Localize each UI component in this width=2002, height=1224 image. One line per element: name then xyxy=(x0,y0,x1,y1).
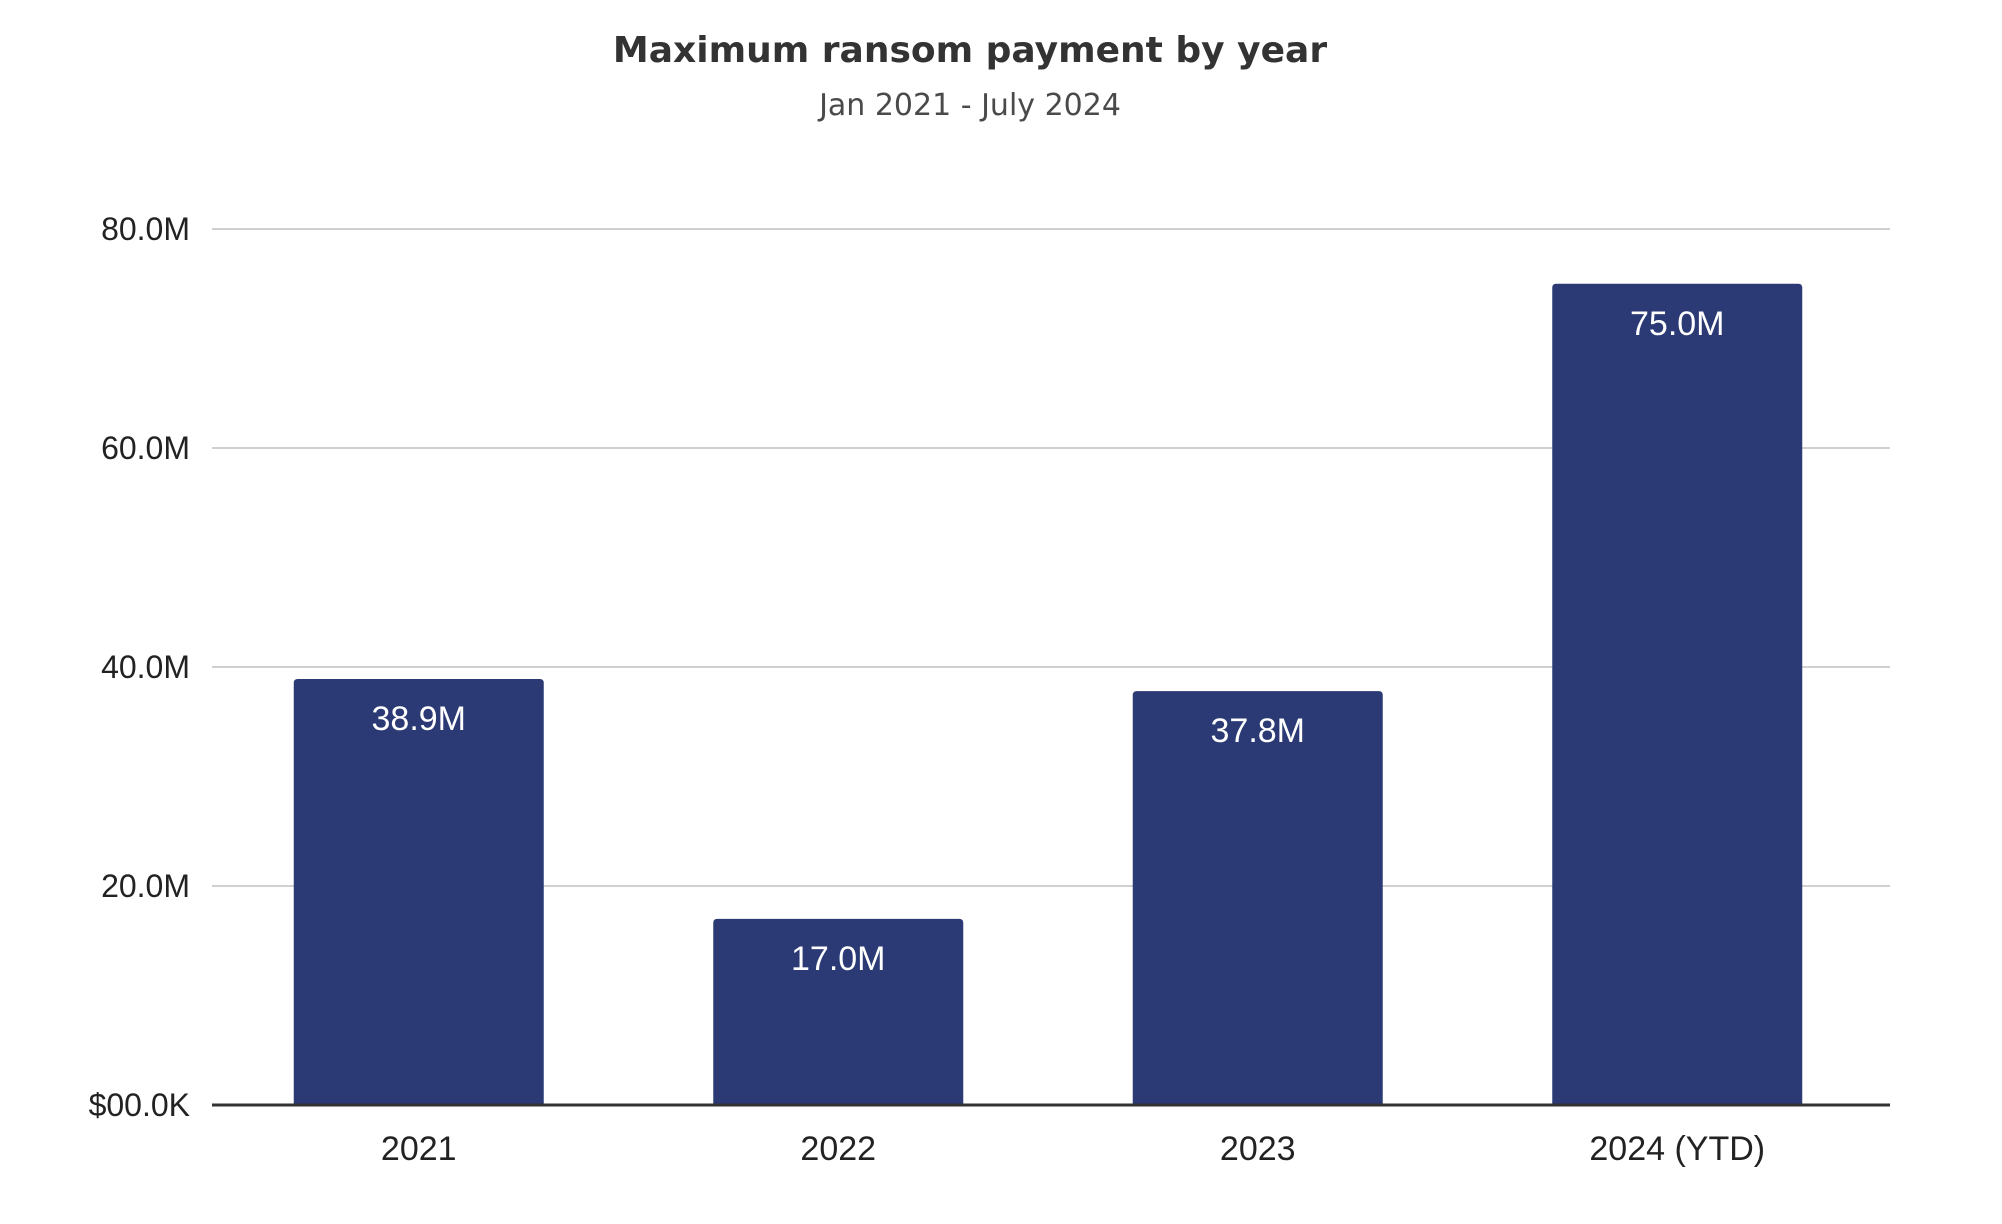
bar-2024 xyxy=(1552,283,1803,1105)
bars xyxy=(293,283,1803,1105)
data-label: 38.9M xyxy=(372,700,467,738)
data-labels: 38.9M 17.0M 37.8M 75.0M xyxy=(372,305,1725,978)
y-axis-ticks: $00.0K 20.0M 40.0M 60.0M 80.0M xyxy=(89,211,190,1123)
data-label: 75.0M xyxy=(1630,305,1725,343)
y-tick-label: $00.0K xyxy=(89,1087,190,1123)
chart-subtitle: Jan 2021 - July 2024 xyxy=(819,88,1121,123)
chart-title: Maximum ransom payment by year xyxy=(612,30,1328,71)
data-label: 17.0M xyxy=(791,940,886,978)
y-tick-label: 60.0M xyxy=(101,430,190,466)
bar-2021 xyxy=(293,679,544,1105)
y-tick-label: 80.0M xyxy=(101,211,190,247)
bar-2023 xyxy=(1132,691,1383,1105)
bar-2022 xyxy=(713,918,964,1105)
x-category-label: 2022 xyxy=(800,1130,876,1168)
x-category-label: 2023 xyxy=(1220,1130,1296,1168)
y-tick-label: 20.0M xyxy=(101,868,190,904)
x-category-label: 2021 xyxy=(381,1130,457,1168)
x-axis-categories: 2021 2022 2023 2024 (YTD) xyxy=(381,1130,1765,1168)
x-category-label: 2024 (YTD) xyxy=(1589,1130,1765,1168)
y-tick-label: 40.0M xyxy=(101,649,190,685)
data-label: 37.8M xyxy=(1211,712,1306,750)
